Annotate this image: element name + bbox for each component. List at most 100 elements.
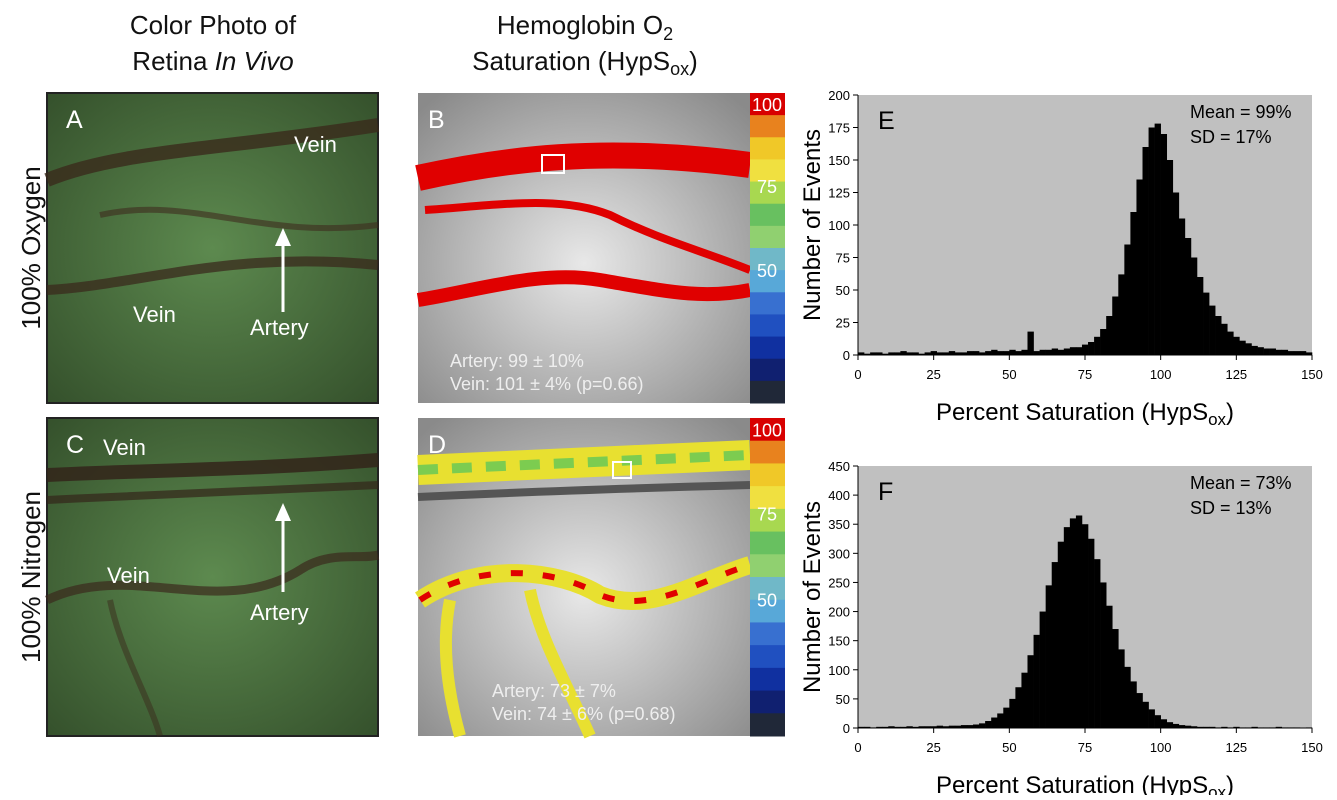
bar [1046, 350, 1052, 355]
bar [900, 351, 906, 355]
colorbar-swatch [750, 381, 785, 404]
x-tick-label: 150 [1301, 740, 1323, 755]
annotation: Artery [250, 315, 309, 340]
y-tick-label: 75 [836, 251, 850, 266]
x-label-part: ox [1208, 783, 1226, 795]
stats: Artery: 99 ± 10% [450, 351, 584, 371]
x-tick-label: 150 [1301, 367, 1323, 382]
bar [1094, 337, 1100, 355]
y-tick-label: 125 [828, 186, 850, 201]
bar [1149, 709, 1155, 728]
x-tick-label: 125 [1225, 740, 1247, 755]
header-part: In Vivo [215, 46, 294, 76]
bar [1258, 347, 1264, 355]
annotation: Mean = 99% [1190, 102, 1292, 122]
bar [1064, 527, 1070, 728]
bar [1058, 542, 1064, 728]
colorbar-swatch [750, 137, 785, 160]
bar [1149, 128, 1155, 356]
bar [985, 721, 991, 728]
bar [1167, 722, 1173, 728]
bar [1239, 341, 1245, 355]
bar [1221, 324, 1227, 355]
stats: Vein: 74 ± 6% (p=0.68) [492, 704, 676, 724]
bar [1155, 124, 1161, 355]
bar [1021, 350, 1027, 355]
x-tick-label: 25 [926, 740, 940, 755]
x-label-part: ) [1226, 772, 1234, 795]
bar [1155, 715, 1161, 728]
y-tick-label: 200 [828, 88, 850, 103]
bar [1143, 702, 1149, 728]
bar [997, 713, 1003, 728]
y-tick-label: 0 [843, 348, 850, 363]
bar [1034, 635, 1040, 728]
y-tick-label: 100 [828, 218, 850, 233]
y-tick-label: 0 [843, 721, 850, 736]
bar [979, 723, 985, 728]
column-header: Hemoglobin O2 [497, 10, 673, 44]
colorbar-swatch [750, 292, 785, 315]
y-tick-label: 150 [828, 634, 850, 649]
photo [47, 418, 378, 736]
colorbar-swatch [750, 554, 785, 577]
figure: Color Photo of Retina In Vivo Hemoglobin… [0, 0, 1337, 795]
y-tick-label: 175 [828, 121, 850, 136]
panel-label: A [66, 106, 83, 134]
bar [1082, 345, 1088, 355]
annotation: Vein [294, 132, 337, 157]
bar [1094, 559, 1100, 728]
bar [931, 351, 937, 355]
bar [1191, 258, 1197, 356]
bar [1203, 293, 1209, 355]
colorbar-swatch [750, 337, 785, 360]
panel-label: B [428, 106, 445, 134]
y-tick-label: 100 [828, 663, 850, 678]
bar [1251, 346, 1257, 355]
colorbar-swatch [750, 115, 785, 138]
bar [1027, 332, 1033, 355]
y-tick-label: 50 [836, 283, 850, 298]
x-tick-label: 50 [1002, 367, 1016, 382]
bar [1215, 316, 1221, 355]
bar [1015, 687, 1021, 728]
bar [1270, 349, 1276, 356]
bar [967, 351, 973, 355]
colorbar-label: 50 [757, 261, 777, 281]
colorbar-swatch [750, 668, 785, 691]
bar [1245, 343, 1251, 355]
stats: Artery: 73 ± 7% [492, 681, 616, 701]
bar [1106, 316, 1112, 355]
colorbar-swatch [750, 441, 785, 464]
header-part: Retina [132, 46, 214, 76]
stats: Vein: 101 ± 4% (p=0.66) [450, 374, 644, 394]
colorbar-label: 75 [757, 504, 777, 524]
header-part: 2 [663, 24, 673, 44]
colorbar-swatch [750, 713, 785, 736]
y-tick-label: 150 [828, 153, 850, 168]
bar [1064, 349, 1070, 356]
bar [1088, 539, 1094, 728]
colorbar-label: 50 [757, 591, 777, 611]
bar [1009, 699, 1015, 728]
bar [1100, 329, 1106, 355]
annotation: Vein [133, 302, 176, 327]
header-part: Hemoglobin O [497, 10, 663, 40]
x-tick-label: 125 [1225, 367, 1247, 382]
annotation: SD = 17% [1190, 127, 1272, 147]
y-axis-label: Number of Events [799, 501, 826, 693]
annotation: Artery [250, 600, 309, 625]
colorbar-label: 75 [757, 177, 777, 197]
bar [1173, 724, 1179, 728]
row-label: 100% Nitrogen [16, 491, 46, 663]
bar [1034, 351, 1040, 355]
bar [1124, 245, 1130, 356]
bar [1076, 347, 1082, 355]
bar [1227, 332, 1233, 355]
bar [1021, 673, 1027, 728]
bar [1082, 524, 1088, 728]
y-tick-label: 450 [828, 459, 850, 474]
bar [1112, 629, 1118, 728]
bar [1040, 612, 1046, 728]
